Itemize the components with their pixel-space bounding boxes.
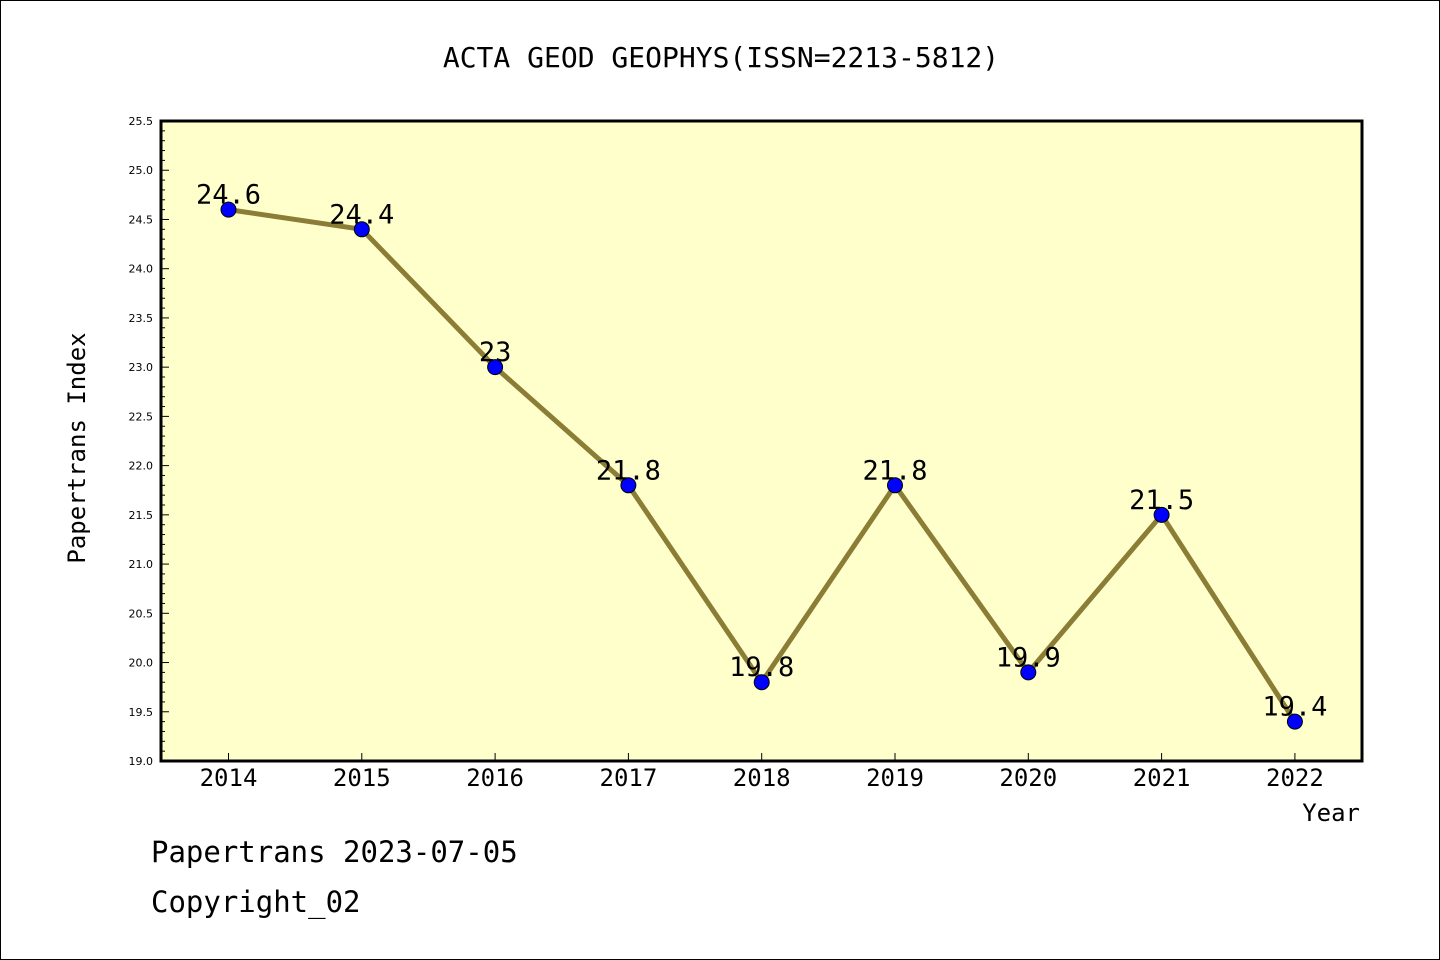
footer-date: Papertrans 2023-07-05 xyxy=(151,835,518,869)
data-point-label: 19.8 xyxy=(729,652,794,683)
data-labels: 24.6 24.4 23 21.8 19.8 21.8 19.9 21.5 19.4 xyxy=(196,180,1327,723)
y-tick-label: 22.5 xyxy=(129,410,154,423)
y-axis-label: Papertrans Index xyxy=(63,332,91,563)
data-point-marker xyxy=(753,674,770,691)
data-point-label: 21.8 xyxy=(596,455,661,486)
y-tick-label: 22.0 xyxy=(129,460,154,473)
y-tick-label: 23.0 xyxy=(129,361,154,374)
x-tick-label: 2015 xyxy=(333,764,391,792)
data-point-marker xyxy=(1286,713,1303,730)
data-point-label: 24.6 xyxy=(196,180,261,211)
y-tick-label: 21.0 xyxy=(129,558,154,571)
axis-ticks: 19.0 19.5 20.0 20.5 21.0 21.5 22.0 22.5 23.0 23.5… xyxy=(129,115,1324,792)
data-point-marker xyxy=(353,221,370,238)
x-tick-label: 2018 xyxy=(733,764,791,792)
x-tick-label: 2017 xyxy=(600,764,658,792)
y-tick-label: 24.5 xyxy=(129,213,154,226)
y-tick-label: 25.0 xyxy=(129,164,154,177)
data-point-marker xyxy=(1020,664,1037,681)
chart-title: ACTA GEOD GEOPHYS(ISSN=2213-5812) xyxy=(443,41,999,74)
data-point-marker xyxy=(1153,506,1170,523)
data-point-marker xyxy=(887,477,903,494)
data-point-marker xyxy=(220,201,237,218)
data-point-label: 19.4 xyxy=(1262,692,1327,723)
data-point-label: 23 xyxy=(479,337,512,368)
plot-area-border xyxy=(159,119,1364,763)
series-markers xyxy=(220,201,1303,730)
data-point-label: 21.8 xyxy=(862,455,927,486)
y-tick-label: 19.0 xyxy=(129,755,154,768)
x-tick-label: 2021 xyxy=(1133,764,1191,792)
data-point-marker xyxy=(620,477,637,494)
x-tick-label: 2016 xyxy=(466,764,524,792)
y-tick-label: 23.5 xyxy=(129,312,154,325)
footer-copyright: Copyright_02 xyxy=(151,885,361,919)
x-tick-label: 2020 xyxy=(999,764,1057,792)
y-tick-label: 20.0 xyxy=(129,657,154,670)
y-tick-label: 19.5 xyxy=(129,706,154,719)
y-tick-label: 20.5 xyxy=(129,607,154,620)
data-point-label: 19.9 xyxy=(996,642,1061,673)
x-axis-label: Year xyxy=(1302,799,1360,827)
y-tick-label: 25.5 xyxy=(129,115,154,128)
data-point-marker xyxy=(487,359,504,376)
y-tick-label: 24.0 xyxy=(129,263,154,276)
x-tick-label: 2019 xyxy=(866,764,924,792)
x-tick-label: 2014 xyxy=(200,764,258,792)
data-point-label: 24.4 xyxy=(329,199,394,230)
x-tick-label: 2022 xyxy=(1266,764,1324,792)
data-point-label: 21.5 xyxy=(1129,485,1194,516)
y-tick-label: 21.5 xyxy=(129,509,154,522)
